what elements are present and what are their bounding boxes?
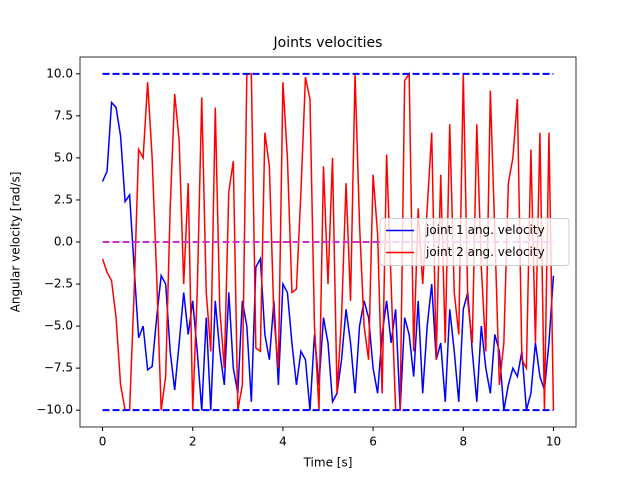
x-tick-label: 8 [459, 435, 467, 449]
legend-label: joint 2 ang. velocity [425, 245, 545, 259]
x-tick-label: 10 [546, 435, 561, 449]
legend-box [379, 218, 570, 266]
y-tick-label: −2.5 [44, 277, 73, 291]
y-axis-label: Angular velocity [rad/s] [9, 172, 23, 313]
x-tick-label: 4 [279, 435, 287, 449]
y-tick-label: 2.5 [54, 192, 73, 206]
line-series [101, 71, 555, 411]
x-axis-label: Time [s] [303, 456, 353, 470]
x-tick-label: 6 [369, 435, 377, 449]
y-tick-label: −5.0 [44, 319, 73, 333]
line-series [101, 100, 555, 411]
chart-title: Joints velocities [273, 35, 383, 51]
y-tick-label: 10.0 [46, 66, 73, 80]
y-tick-label: 7.5 [54, 108, 73, 122]
legend-label: joint 1 ang. velocity [425, 223, 545, 237]
y-tick-label: 5.0 [54, 150, 73, 164]
x-tick-label: 0 [99, 435, 107, 449]
y-tick-label: −10.0 [36, 403, 73, 417]
y-tick-label: −7.5 [44, 361, 73, 375]
x-tick-label: 2 [189, 435, 197, 449]
y-tick-label: 0.0 [54, 235, 73, 249]
